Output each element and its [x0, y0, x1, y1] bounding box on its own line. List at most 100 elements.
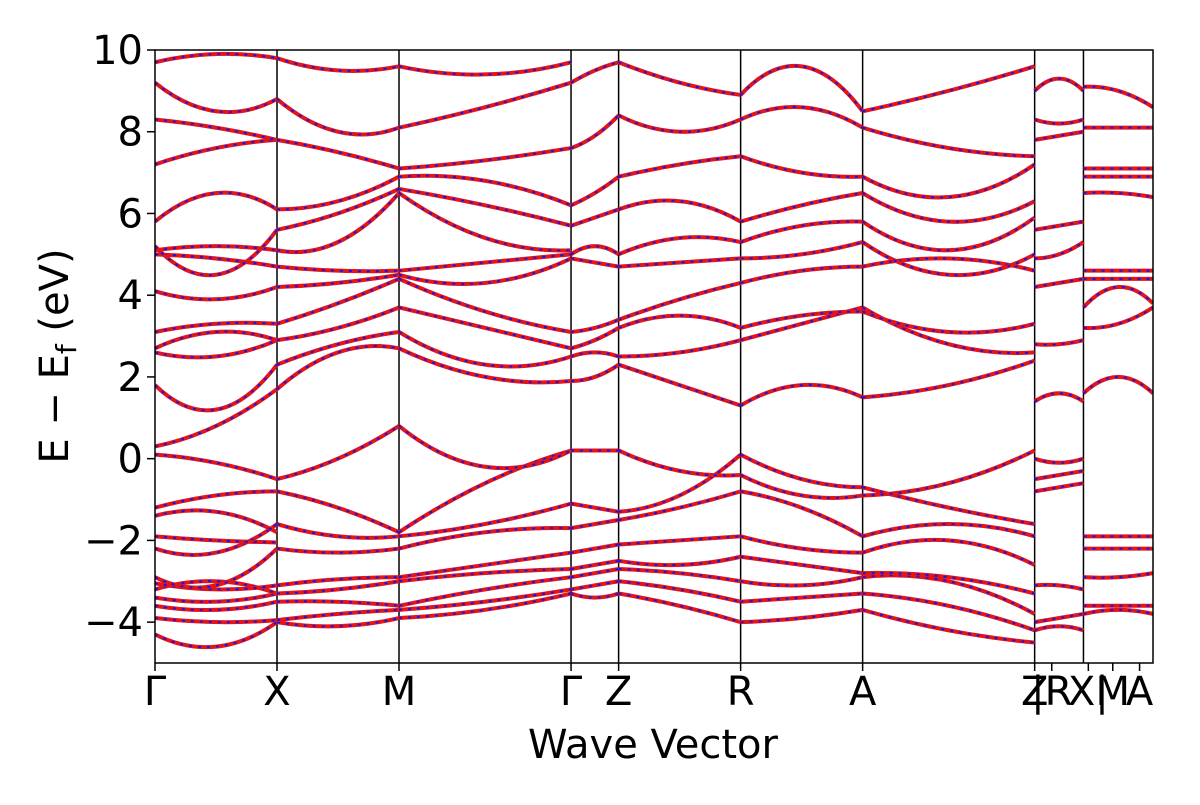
band-solid-3-6: [570, 501, 619, 514]
band-dashed-2-19: [398, 81, 572, 129]
band-solid-7-3: [1034, 468, 1084, 482]
band-solid-7-11: [1034, 129, 1084, 142]
band-dashed-2-4: [398, 551, 572, 579]
band-solid-2-17: [398, 173, 572, 208]
band-dashed-2-10: [398, 331, 572, 368]
band-dashed-5-8: [740, 383, 864, 407]
band-solid-7-2: [1034, 582, 1084, 592]
x-tick-label-8: |R: [1031, 669, 1072, 715]
band-solid-5-16: [739, 104, 864, 130]
band-dashed-1-1: [276, 608, 400, 622]
band-dashed-0-17: [155, 286, 278, 301]
band-solid-5-4: [740, 534, 863, 555]
band-solid-2-0: [398, 591, 572, 621]
band-solid-3-9: [570, 350, 620, 359]
band-dashed-5-3: [740, 555, 863, 575]
band-dashed-0-14: [155, 339, 278, 359]
band-solid-1-8: [276, 424, 401, 482]
band-dashed-6-11: [862, 257, 1035, 272]
y-tick-label-3: 2: [118, 355, 143, 401]
band-solid-3-13: [569, 244, 620, 257]
band-dashed-5-0: [740, 608, 863, 624]
band-dashed-7-5: [1034, 457, 1084, 464]
band-solid-1-17: [277, 174, 400, 212]
band-dashed-5-5: [740, 490, 864, 538]
band-dashed-2-13: [398, 257, 572, 285]
band-dashed-1-13: [276, 273, 400, 289]
x-tick-label-11: A: [1126, 669, 1154, 715]
band-solid-1-15: [276, 191, 401, 255]
band-dashed-2-16: [398, 187, 572, 227]
band-solid-4-15: [618, 154, 741, 179]
band-solid-8-6: [1083, 305, 1153, 331]
band-dashed-4-15: [618, 155, 741, 178]
band-dashed-1-14: [276, 265, 400, 273]
band-solid-0-22: [155, 137, 278, 167]
band-dashed-1-7: [276, 490, 400, 534]
band-solid-7-1: [1034, 611, 1084, 625]
band-dashed-7-6: [1034, 392, 1085, 403]
band-dashed-0-1: [155, 617, 278, 624]
band-dashed-3-14: [570, 208, 619, 227]
band-dashed-7-1: [1034, 612, 1084, 624]
band-dashed-2-9: [398, 347, 572, 384]
band-dashed-2-18: [398, 147, 572, 170]
band-dashed-0-5: [155, 582, 278, 591]
band-solid-5-15: [739, 154, 863, 179]
band-solid-6-10: [861, 309, 1036, 335]
band-dashed-1-16: [276, 188, 400, 231]
band-solid-2-18: [398, 146, 572, 171]
band-solid-0-20: [155, 228, 279, 278]
band-solid-3-3: [570, 558, 619, 571]
band-solid-6-15: [861, 162, 1036, 200]
band-dashed-4-10: [618, 314, 741, 329]
band-dashed-0-0: [155, 621, 278, 649]
band-dashed-2-5: [398, 526, 572, 550]
band-dashed-1-6: [276, 523, 400, 539]
band-dashed-6-8: [862, 359, 1035, 399]
band-solid-3-8: [570, 363, 620, 384]
band-solid-2-12: [398, 277, 572, 334]
band-dashed-7-4: [1034, 482, 1084, 493]
band-solid-0-10: [155, 489, 278, 510]
band-dashed-1-0: [276, 617, 400, 628]
band-solid-4-5: [618, 489, 742, 522]
band-dashed-1-5: [276, 547, 400, 554]
band-dashed-7-12: [1034, 118, 1084, 125]
band-dashed-2-20: [398, 61, 572, 76]
band-dashed-6-17: [862, 65, 1035, 113]
band-dashed-5-10: [740, 310, 863, 329]
band-solid-4-2: [618, 567, 741, 584]
band-dashed-1-4: [276, 576, 400, 587]
band-dashed-5-6: [740, 453, 863, 489]
band-dashed-2-14: [398, 253, 572, 272]
band-solid-4-9: [618, 338, 742, 359]
band-solid-3-5: [570, 517, 619, 531]
band-dashed-1-8: [276, 425, 400, 481]
band-solid-7-12: [1034, 117, 1085, 126]
band-dashed-2-3: [398, 568, 572, 583]
band-dashed-8-7: [1082, 286, 1153, 309]
y-tick-label-7: 10: [92, 28, 143, 74]
band-solid-4-13: [617, 235, 742, 257]
band-dashed-5-12: [740, 241, 863, 260]
band-dashed-0-20: [155, 229, 278, 277]
band-dashed-4-1: [618, 580, 741, 603]
band-solid-0-9: [155, 508, 278, 534]
band-solid-0-0: [155, 620, 279, 650]
band-solid-2-8: [397, 424, 572, 471]
band-dashed-4-2: [618, 568, 741, 583]
band-solid-2-15: [397, 191, 572, 253]
band-solid-0-7: [155, 522, 279, 557]
y-axis-label: E − Ef (eV): [32, 248, 83, 463]
band-dashed-8-0: [1083, 608, 1153, 615]
band-dashed-5-17: [739, 64, 864, 112]
band-dashed-1-12: [276, 277, 400, 325]
band-solid-5-14: [740, 191, 863, 224]
band-solid-1-7: [276, 489, 400, 535]
bands-layer: [155, 51, 1153, 650]
band-dashed-6-10: [862, 310, 1035, 334]
band-solid-5-17: [739, 63, 865, 113]
band-dashed-5-13: [740, 220, 863, 244]
